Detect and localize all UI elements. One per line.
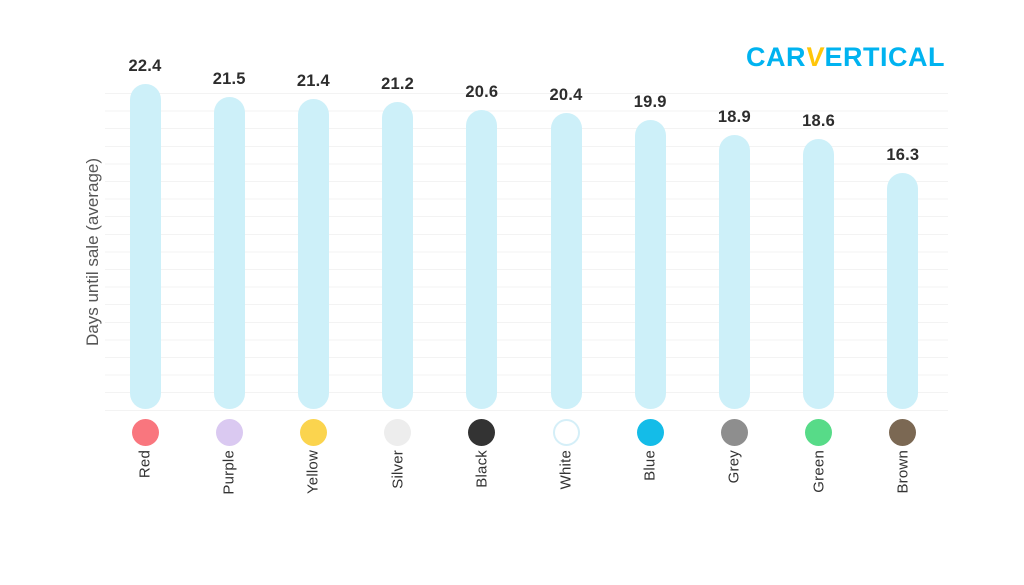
bar-black [466, 110, 498, 409]
color-swatch-grey [720, 419, 748, 446]
category-label-green: Green [810, 450, 828, 493]
bar-purple [213, 97, 245, 409]
color-swatch-red [131, 419, 159, 446]
color-swatch-purple [215, 419, 243, 446]
bar-value-label: 20.4 [549, 86, 583, 105]
color-swatch-white [552, 419, 580, 446]
bar-grey [718, 134, 750, 409]
bar-value-label: 18.9 [717, 107, 751, 126]
bar-value-label: 22.4 [128, 57, 162, 76]
color-swatch-blue [636, 419, 664, 446]
bar-value-label: 20.6 [465, 83, 499, 102]
category-label-grey: Grey [725, 450, 743, 484]
bar-red [129, 84, 161, 409]
category-label-brown: Brown [894, 450, 912, 494]
bar-value-label: 16.3 [886, 145, 920, 164]
color-swatch-silver [384, 419, 412, 446]
bar-value-label: 18.6 [802, 112, 836, 131]
bar-white [550, 113, 582, 409]
category-label-black: Black [473, 450, 491, 488]
category-label-yellow: Yellow [304, 450, 322, 495]
logo-text-car: CAR [745, 42, 806, 72]
logo-text-ertical: ERTICAL [824, 42, 945, 72]
category-label-white: White [557, 450, 575, 490]
bar-value-label: 21.5 [212, 70, 246, 89]
color-swatch-brown [889, 419, 917, 446]
bar-value-label: 21.2 [381, 74, 415, 93]
carvertical-logo: CARVERTICAL [746, 42, 945, 73]
color-swatch-green [805, 419, 833, 446]
bar-value-label: 21.4 [296, 71, 330, 90]
category-label-silver: Silver [389, 450, 407, 489]
color-swatch-yellow [299, 419, 327, 446]
bar-blue [634, 120, 666, 409]
category-label-blue: Blue [641, 450, 659, 481]
color-swatch-black [468, 419, 496, 446]
bar-silver [382, 101, 414, 409]
bar-brown [887, 172, 919, 409]
category-label-red: Red [136, 450, 154, 479]
y-axis-label: Days until sale (average) [83, 157, 102, 347]
bar-value-label: 19.9 [633, 93, 667, 112]
bar-green [803, 139, 835, 409]
logo-accent-v: V [804, 42, 826, 72]
bar-yellow [297, 98, 329, 409]
category-label-purple: Purple [220, 450, 238, 495]
